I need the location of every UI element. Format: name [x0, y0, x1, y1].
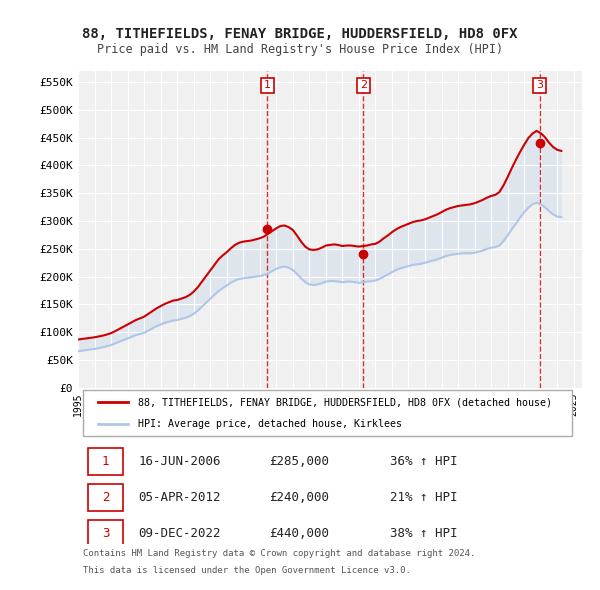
- FancyBboxPatch shape: [88, 448, 124, 474]
- Text: 05-APR-2012: 05-APR-2012: [139, 491, 221, 504]
- Text: 2: 2: [359, 80, 367, 90]
- Text: 38% ↑ HPI: 38% ↑ HPI: [391, 527, 458, 540]
- Text: £240,000: £240,000: [269, 491, 329, 504]
- Text: Contains HM Land Registry data © Crown copyright and database right 2024.: Contains HM Land Registry data © Crown c…: [83, 549, 475, 559]
- Text: 3: 3: [102, 527, 109, 540]
- Text: Price paid vs. HM Land Registry's House Price Index (HPI): Price paid vs. HM Land Registry's House …: [97, 43, 503, 56]
- Text: 1: 1: [264, 80, 271, 90]
- Text: 88, TITHEFIELDS, FENAY BRIDGE, HUDDERSFIELD, HD8 0FX (detached house): 88, TITHEFIELDS, FENAY BRIDGE, HUDDERSFI…: [139, 397, 553, 407]
- FancyBboxPatch shape: [88, 484, 124, 510]
- Text: 36% ↑ HPI: 36% ↑ HPI: [391, 455, 458, 468]
- FancyBboxPatch shape: [88, 520, 124, 546]
- Text: 1: 1: [102, 455, 109, 468]
- Text: 2: 2: [102, 491, 109, 504]
- Text: 21% ↑ HPI: 21% ↑ HPI: [391, 491, 458, 504]
- Text: 3: 3: [536, 80, 543, 90]
- Text: £285,000: £285,000: [269, 455, 329, 468]
- FancyBboxPatch shape: [83, 391, 572, 436]
- Text: 88, TITHEFIELDS, FENAY BRIDGE, HUDDERSFIELD, HD8 0FX: 88, TITHEFIELDS, FENAY BRIDGE, HUDDERSFI…: [82, 27, 518, 41]
- Text: 09-DEC-2022: 09-DEC-2022: [139, 527, 221, 540]
- Text: HPI: Average price, detached house, Kirklees: HPI: Average price, detached house, Kirk…: [139, 419, 403, 430]
- Text: This data is licensed under the Open Government Licence v3.0.: This data is licensed under the Open Gov…: [83, 566, 411, 575]
- Text: 16-JUN-2006: 16-JUN-2006: [139, 455, 221, 468]
- Text: £440,000: £440,000: [269, 527, 329, 540]
